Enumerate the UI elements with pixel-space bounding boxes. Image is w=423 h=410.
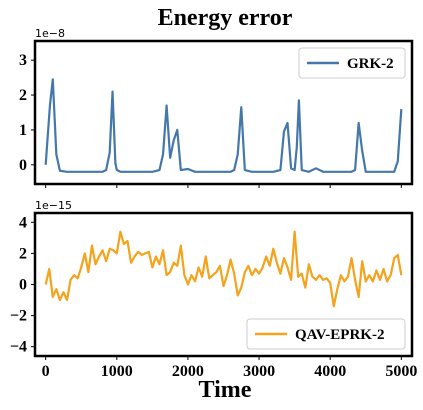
x-axis-label: Time: [199, 377, 252, 403]
top-legend-label: GRK-2: [347, 56, 394, 72]
top-series-line: [44, 78, 403, 173]
top-legend: GRK-2: [298, 47, 406, 79]
bottom-legend-label: QAV-EPRK-2: [295, 327, 384, 343]
bottom-x-tick-label: 1000: [101, 363, 133, 380]
bottom-legend-box: [246, 318, 406, 350]
top-panel-grk2: 1e−8 0 1 2 3 GRK-2: [19, 27, 414, 188]
top-y-tick-label: 1: [19, 122, 27, 139]
bottom-x-tick-label: 5000: [385, 363, 417, 380]
bottom-x-tick-label: 2000: [172, 363, 204, 380]
chart-title: Energy error: [158, 5, 293, 31]
bottom-series-line: [44, 230, 403, 308]
bottom-legend: QAV-EPRK-2: [246, 318, 406, 350]
bottom-y-tick-label: −4: [10, 339, 27, 356]
top-legend-box: [298, 47, 406, 79]
bottom-x-tick-label: 3000: [243, 363, 275, 380]
top-y-tick-label: 0: [19, 157, 27, 174]
top-offset-label: 1e−8: [35, 27, 65, 40]
bottom-x-tick-label: 4000: [314, 363, 346, 380]
bottom-y-tick-label: 0: [19, 277, 27, 294]
bottom-y-tick-label: −2: [10, 308, 27, 325]
bottom-axes-frame: [33, 211, 414, 358]
top-axes-frame: [33, 39, 414, 186]
bottom-x-tick-label: 0: [42, 363, 50, 380]
top-y-tick-label: 2: [19, 87, 27, 104]
bottom-y-tick-label: 2: [19, 245, 27, 262]
bottom-panel-qav-eprk2: 1e−15 0 1000 2000 3000 4000 5000 −4 −2 0 2 4 QAV-EPR…: [10, 199, 417, 380]
top-y-tick-label: 3: [19, 52, 27, 69]
bottom-y-tick-label: 4: [19, 214, 27, 231]
bottom-offset-label: 1e−15: [35, 199, 72, 212]
